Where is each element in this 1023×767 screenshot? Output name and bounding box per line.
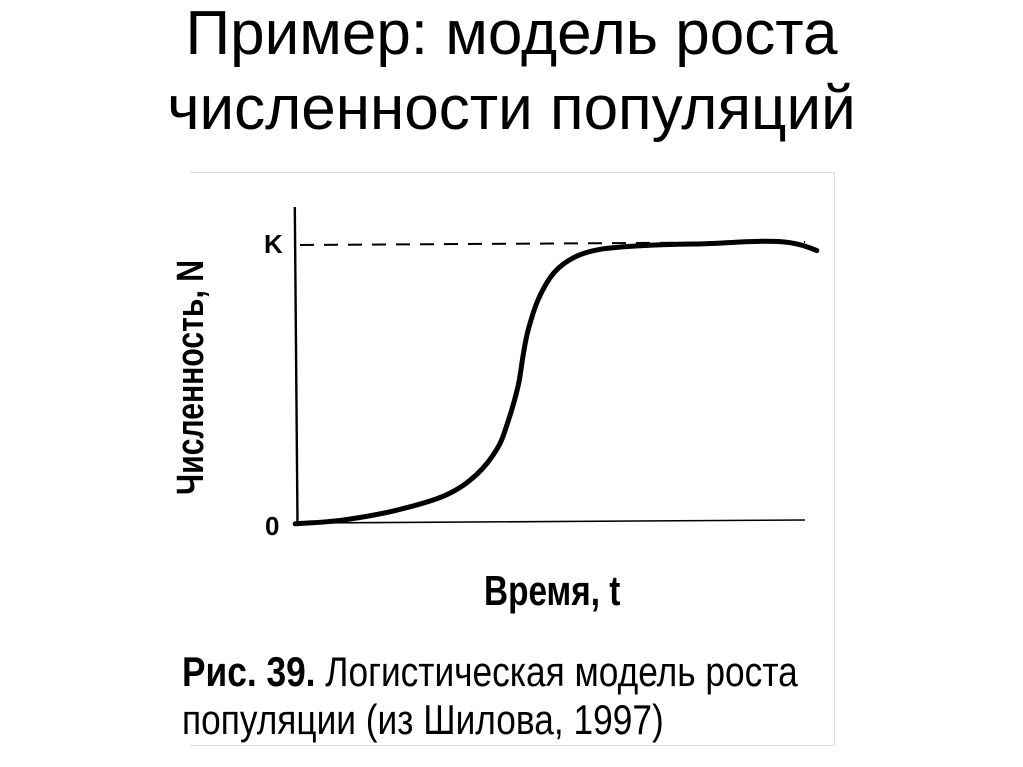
svg-text:K: K — [264, 229, 283, 259]
svg-text:0: 0 — [265, 511, 279, 541]
